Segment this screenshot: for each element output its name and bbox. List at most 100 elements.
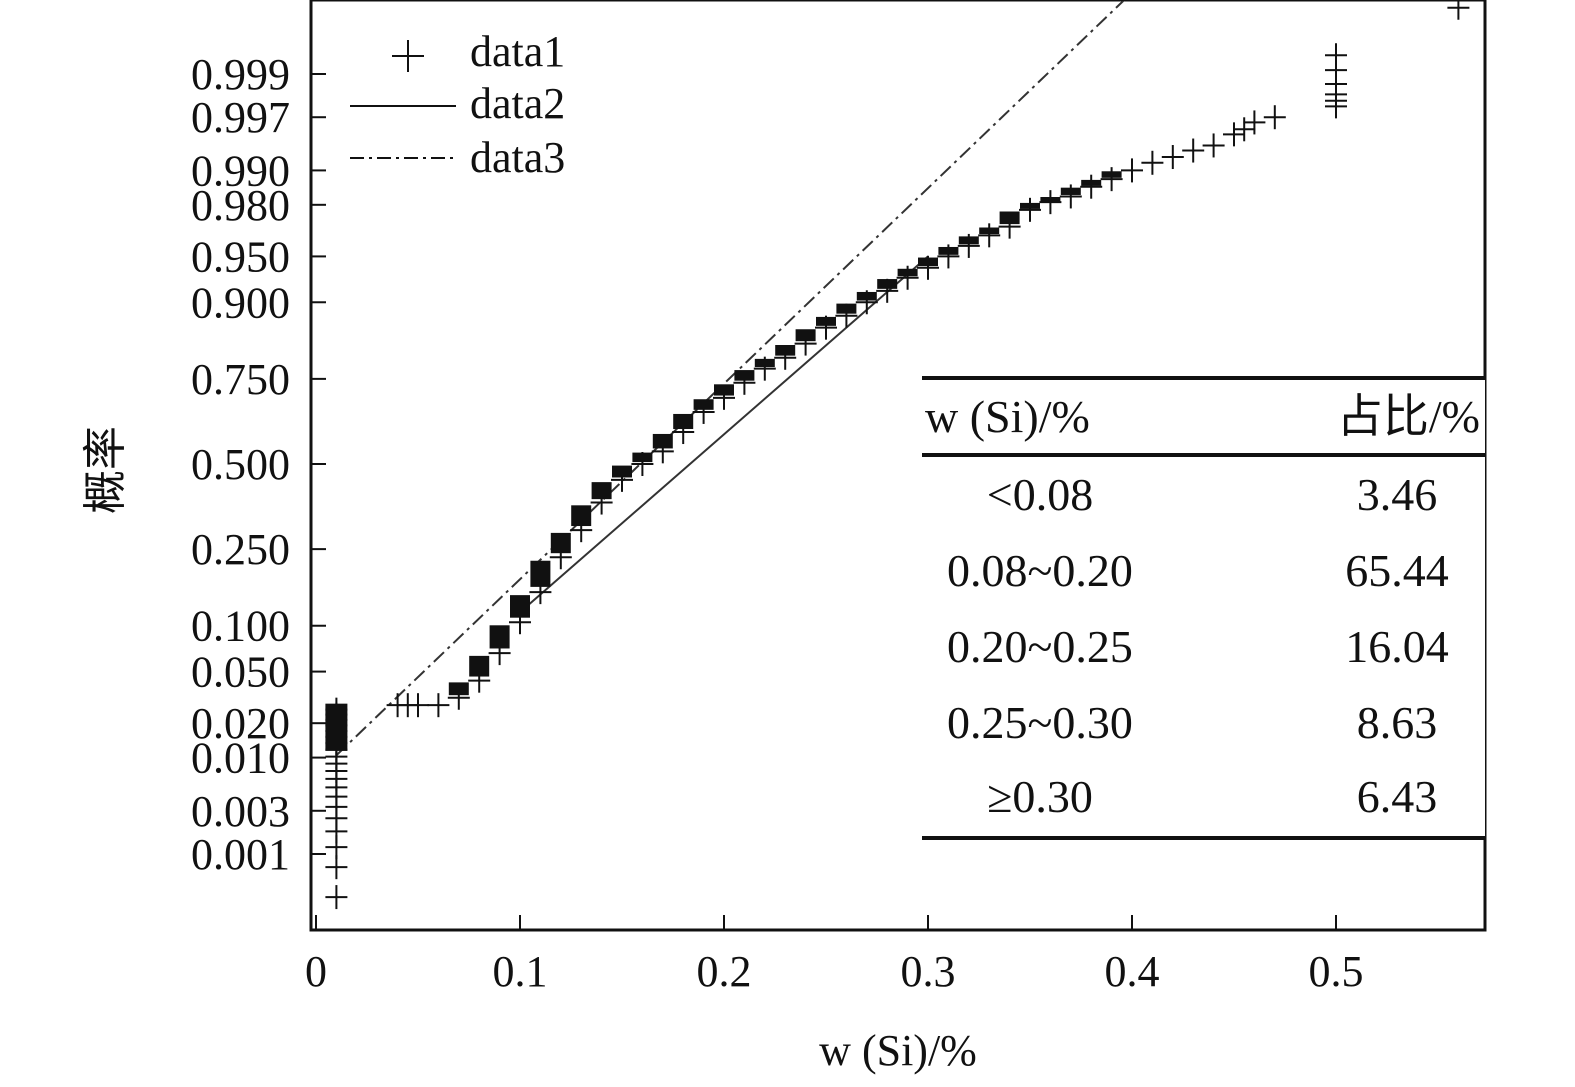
data-point [1141, 150, 1164, 175]
table-header-wsi: w (Si)/% [925, 391, 1090, 442]
table-cell-range: 0.20~0.25 [947, 621, 1133, 672]
y-tick-label: 0.500 [191, 440, 290, 489]
table-row: 0.20~0.25 16.04 [947, 621, 1449, 672]
y-tick-label: 0.997 [191, 93, 290, 142]
x-tick-label: 0.2 [697, 947, 752, 996]
data-point-cluster [1020, 202, 1040, 209]
y-tick-label: 0.999 [191, 50, 290, 99]
data-point-cluster [693, 399, 714, 410]
data-point [407, 693, 429, 718]
data-point [325, 885, 348, 910]
table-header-share: 占比/% [1337, 391, 1480, 442]
data-point [978, 223, 1001, 248]
data-point-cluster [938, 246, 959, 255]
data-point [1202, 133, 1225, 158]
data-point-cluster [714, 384, 734, 396]
y-tick-label: 0.050 [191, 648, 290, 697]
data-point-cluster [877, 279, 898, 289]
table-cell-range: ≥0.30 [987, 771, 1093, 822]
data-point-cluster [673, 413, 694, 430]
table-cell-share: 8.63 [1357, 697, 1438, 748]
data-point [1233, 117, 1256, 142]
x-tick-label: 0.3 [901, 947, 956, 996]
legend-marker-data1 [392, 40, 424, 72]
inset-table: w (Si)/% 占比/% <0.08 3.46 0.08~0.20 65.44… [922, 376, 1485, 840]
legend-label-data3: data3 [470, 133, 565, 182]
data-point-cluster [1040, 197, 1061, 204]
y-tick-label: 0.020 [191, 699, 290, 748]
data-point-cluster [897, 268, 918, 277]
data-point [1161, 145, 1184, 170]
table-cell-range: 0.08~0.20 [947, 545, 1133, 596]
data-point-cluster [754, 358, 775, 368]
y-tick-label: 0.750 [191, 355, 290, 404]
data-point-cluster [775, 345, 796, 356]
data-point [1080, 174, 1103, 199]
data-point-cluster [469, 655, 490, 677]
data-point-cluster [918, 257, 938, 267]
data-point [325, 855, 348, 880]
data-point-cluster [530, 560, 551, 587]
table-cell-share: 3.46 [1357, 469, 1438, 520]
legend-label-data2: data2 [470, 79, 565, 128]
table-cell-range: 0.25~0.30 [947, 697, 1133, 748]
table-cell-range: <0.08 [987, 469, 1093, 520]
data-point-cluster [979, 227, 1000, 235]
y-axis-title: 概率 [81, 426, 130, 514]
legend: data1 data2 data3 [350, 27, 565, 182]
y-tick-label: 0.100 [191, 602, 290, 651]
y-tick-label: 0.900 [191, 278, 290, 327]
data-point-cluster [734, 370, 755, 381]
data-point-cluster [1060, 187, 1081, 195]
data-point-cluster [571, 505, 592, 527]
data-point-cluster [816, 316, 836, 326]
data-point [1243, 110, 1266, 135]
data-point-cluster [489, 625, 510, 649]
data1-points [325, 0, 1470, 910]
y-tick-label: 0.250 [191, 525, 290, 574]
table-cell-share: 6.43 [1357, 771, 1438, 822]
x-tick-label: 0.1 [493, 947, 548, 996]
data-point-cluster [612, 465, 632, 478]
data-point-cluster [550, 532, 571, 554]
data-point-cluster [632, 452, 653, 463]
data-point [1223, 122, 1245, 147]
data-point [1263, 105, 1286, 130]
series-line-data2 [519, 255, 929, 614]
data-point [1182, 138, 1205, 163]
data-point-cluster [652, 433, 673, 449]
data-point-cluster [958, 236, 979, 245]
y-tick-label: 0.950 [191, 232, 290, 281]
data-point [1100, 167, 1123, 192]
data-point-cluster [999, 211, 1020, 225]
data-point [1121, 158, 1143, 183]
x-tick-label: 0.5 [1309, 947, 1364, 996]
table-row: <0.08 3.46 [987, 469, 1437, 520]
data-point-cluster [795, 329, 816, 342]
y-tick-label: 0.001 [191, 830, 290, 879]
data-point-cluster [448, 682, 469, 696]
table-cell-share: 16.04 [1345, 621, 1449, 672]
table-row: 0.25~0.30 8.63 [947, 697, 1437, 748]
data-point-cluster [510, 595, 530, 618]
data-point [1325, 43, 1347, 68]
table-cell-share: 65.44 [1345, 545, 1449, 596]
table-row: ≥0.30 6.43 [987, 771, 1437, 822]
y-tick-label: 0.980 [191, 181, 290, 230]
data-point-cluster [1081, 179, 1102, 186]
x-axis-ticks: 0 0.1 0.2 0.3 0.4 0.5 [305, 915, 1364, 996]
data-point-cluster [856, 291, 877, 301]
x-tick-label: 0 [305, 947, 327, 996]
data-point-cluster [1101, 171, 1122, 178]
y-tick-label: 0.003 [191, 787, 290, 836]
table-row: 0.08~0.20 65.44 [947, 545, 1449, 596]
data-point [1019, 197, 1041, 222]
data-point-cluster [836, 303, 857, 314]
y-tick-label: 0.990 [191, 146, 290, 195]
legend-label-data1: data1 [470, 27, 565, 76]
reference-lines [335, 1, 1125, 756]
data-point-cluster [591, 482, 612, 500]
x-tick-label: 0.4 [1105, 947, 1160, 996]
